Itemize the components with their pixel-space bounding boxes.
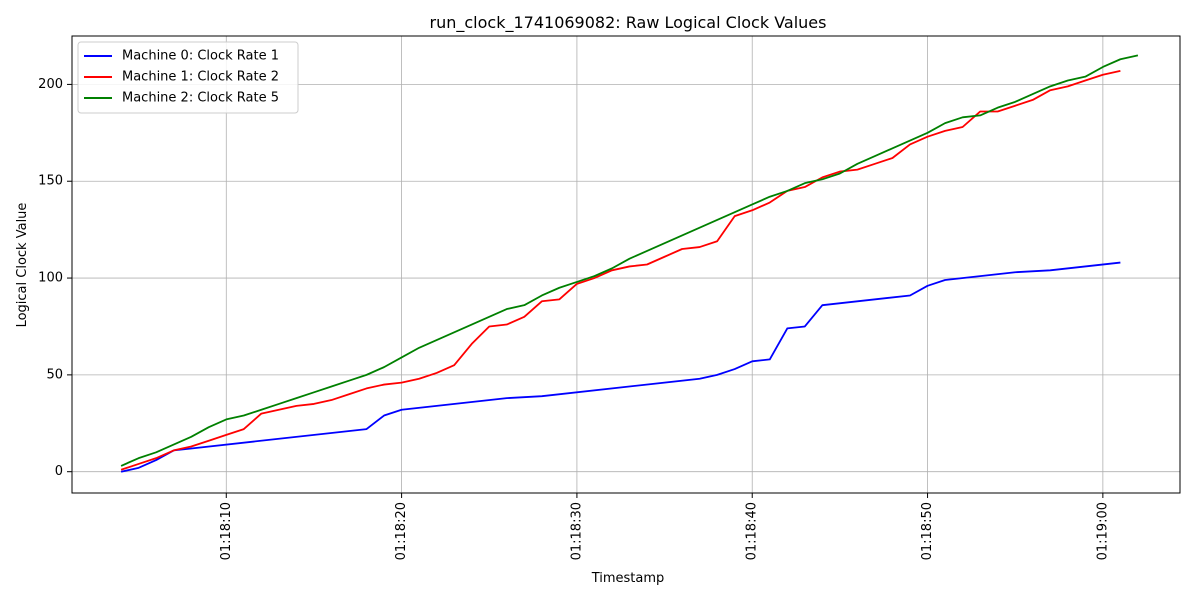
y-tick-label: 150 [38,174,63,189]
y-tick-label: 200 [38,77,63,92]
y-tick-label: 0 [55,464,63,479]
x-tick-label: 01:18:50 [920,502,935,560]
y-axis: 0 50 100 150 200 [38,77,72,479]
series-line-machine-2 [120,54,1139,467]
x-tick-label: 01:18:10 [219,502,234,560]
x-axis: 01:18:10 01:18:20 01:18:30 01:18:40 01:18:50… [219,493,1110,560]
legend-label: Machine 0: Clock Rate 1 [122,49,279,64]
x-tick-label: 01:18:40 [745,502,760,560]
x-tick-label: 01:18:20 [394,502,409,560]
legend-box [77,41,299,114]
y-axis-label: Logical Clock Value [15,203,30,328]
series-line-machine-1 [120,69,1121,471]
legend-label: Machine 2: Clock Rate 5 [122,91,279,106]
legend: Machine 0: Clock Rate 1 Machine 1: Clock … [77,41,299,114]
chart-title: run_clock_1741069082: Raw Logical Clock … [430,13,827,33]
y-tick-label: 100 [38,271,63,286]
y-tick-label: 50 [46,367,63,382]
x-tick-label: 01:18:30 [569,502,584,560]
plot-frame [71,35,1181,494]
legend-label: Machine 1: Clock Rate 2 [122,70,279,85]
series-layer [120,54,1139,473]
x-tick-label: 01:19:00 [1095,502,1110,560]
x-axis-label: Timestamp [591,571,665,586]
series-line-machine-0 [120,261,1121,473]
